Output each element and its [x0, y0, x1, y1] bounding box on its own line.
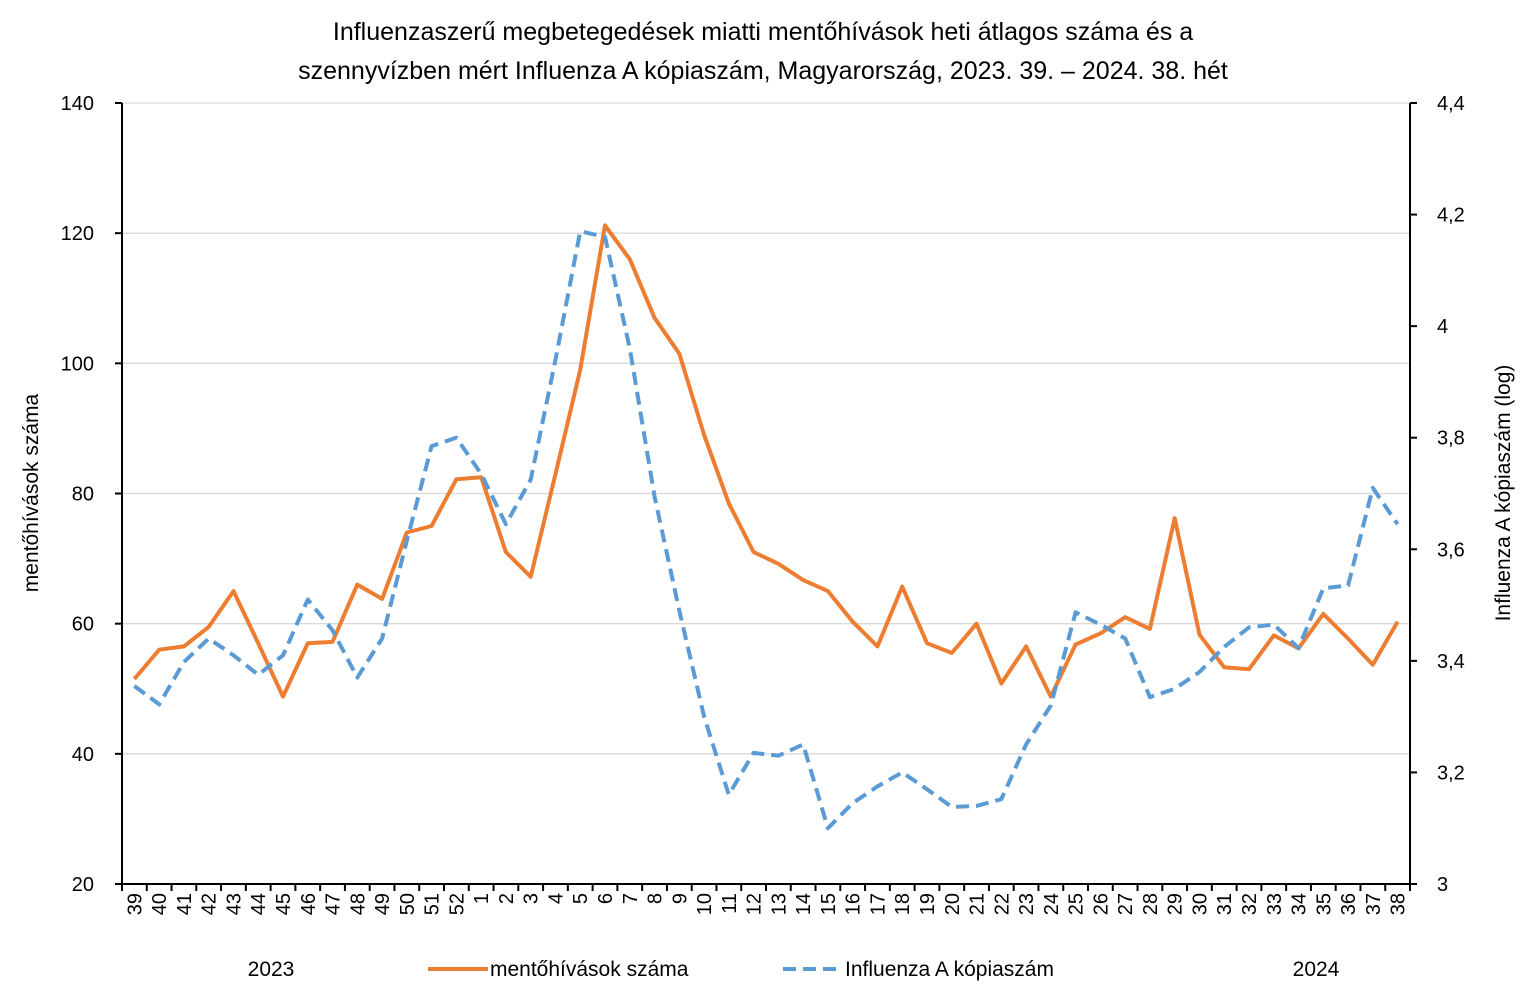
- x-tick-label: 27: [1115, 893, 1137, 915]
- x-tick-labels: 39 40 41 42 43 44 45 46 47 48 49 50 51 52 1 2 3 4 5 6 7 8 9 10 1…: [124, 893, 1409, 915]
- x-tick-label: 7: [620, 893, 642, 904]
- x-tick-label: 30: [1189, 893, 1211, 915]
- x-tick-label: 5: [570, 893, 592, 904]
- x-tick-label: 12: [744, 893, 766, 915]
- chart-title-line-1: Influenzaszerű megbetegedések miatti men…: [333, 18, 1193, 46]
- right-y-tick-labels: 3 3,2 3,4 3,6 3,8 4 4,2 4,4: [1437, 93, 1465, 896]
- x-tick-label: 20: [942, 893, 964, 915]
- x-tick-label: 6: [595, 893, 617, 904]
- right-tick-label: 4,2: [1437, 205, 1465, 227]
- right-tick-label: 3,6: [1437, 539, 1465, 561]
- x-tick-label: 28: [1140, 893, 1162, 915]
- legend-label-influenza: Influenza A kópiaszám: [845, 958, 1054, 981]
- series-layer: [132, 223, 1400, 831]
- series-line-1: [133, 229, 1400, 831]
- right-tick-label: 3,4: [1437, 651, 1465, 673]
- x-tick-label: 1: [471, 893, 493, 904]
- x-tick-label: 46: [298, 893, 320, 915]
- legend-label-mentohivasok: mentőhívások száma: [490, 958, 689, 981]
- x-tick-label: 3: [521, 893, 543, 904]
- x-tick-label: 29: [1165, 893, 1187, 915]
- x-tick-label: 23: [1016, 893, 1038, 915]
- left-tick-label: 80: [72, 484, 94, 506]
- x-tick-label: 45: [273, 893, 295, 915]
- x-tick-label: 41: [174, 893, 196, 915]
- x-tick-label: 42: [199, 893, 221, 915]
- left-tick-label: 140: [61, 93, 94, 115]
- year-label-2023: 2023: [248, 958, 295, 981]
- x-tick-label: 31: [1214, 893, 1236, 915]
- x-tick-label: 16: [843, 893, 865, 915]
- gridlines: [122, 102, 1410, 755]
- left-tick-label: 60: [72, 614, 94, 636]
- x-tick-label: 47: [323, 893, 345, 915]
- right-tick-label: 3,8: [1437, 428, 1465, 450]
- x-tick-label: 52: [446, 893, 468, 915]
- x-tick-label: 48: [347, 893, 369, 915]
- x-tick-label: 33: [1264, 893, 1286, 915]
- x-tick-label: 25: [1066, 893, 1088, 915]
- left-tick-label: 20: [72, 874, 94, 896]
- x-tick-label: 11: [719, 893, 741, 914]
- left-tick-label: 40: [72, 744, 94, 766]
- x-tick-label: 32: [1239, 893, 1261, 915]
- x-tick-label: 17: [867, 893, 889, 915]
- x-tick-label: 51: [422, 893, 444, 915]
- x-tick-label: 15: [818, 893, 840, 915]
- series-line-0: [132, 223, 1400, 699]
- x-tick-label: 36: [1338, 893, 1360, 915]
- x-tick-label: 13: [768, 893, 790, 915]
- x-tick-label: 49: [372, 893, 394, 915]
- x-tick-label: 21: [967, 893, 989, 915]
- right-tick-label: 4,4: [1437, 93, 1465, 115]
- x-tick-label: 8: [645, 893, 667, 904]
- x-tick-label: 50: [397, 893, 419, 915]
- x-tick-label: 9: [669, 893, 691, 904]
- x-tick-label: 43: [223, 893, 245, 915]
- x-tick-label: 34: [1289, 893, 1311, 915]
- right-tick-label: 3,2: [1437, 762, 1465, 784]
- x-tick-label: 14: [793, 893, 815, 915]
- x-tick-label: 26: [1090, 893, 1112, 915]
- x-tick-label: 24: [1041, 893, 1063, 915]
- chart-title-line-2: szennyvízben mért Influenza A kópiaszám,…: [298, 57, 1228, 85]
- x-tick-label: 35: [1313, 893, 1335, 915]
- axes: [115, 102, 1417, 891]
- right-tick-label: 3: [1437, 874, 1448, 896]
- x-tick-label: 39: [124, 893, 146, 915]
- right-axis-title: Influenza A kópiaszám (log): [1492, 365, 1515, 622]
- left-tick-label: 100: [61, 353, 94, 375]
- x-tick-label: 18: [892, 893, 914, 915]
- legend: mentőhívások száma Influenza A kópiaszám: [428, 958, 1054, 981]
- x-tick-label: 40: [149, 893, 171, 915]
- x-tick-label: 37: [1363, 893, 1385, 915]
- x-tick-label: 10: [694, 893, 716, 915]
- x-tick-label: 4: [545, 893, 567, 904]
- left-tick-label: 120: [61, 223, 94, 245]
- x-tick-label: 22: [991, 893, 1013, 915]
- right-tick-label: 4: [1437, 316, 1448, 338]
- x-tick-label: 2: [496, 893, 518, 904]
- left-axis-title: mentőhívások száma: [20, 393, 43, 592]
- x-tick-label: 44: [248, 893, 270, 915]
- x-tick-label: 38: [1388, 893, 1410, 915]
- year-label-2024: 2024: [1293, 958, 1340, 981]
- x-tick-label: 19: [917, 893, 939, 915]
- left-y-tick-labels: 20 40 60 80 100 120 140: [61, 93, 94, 896]
